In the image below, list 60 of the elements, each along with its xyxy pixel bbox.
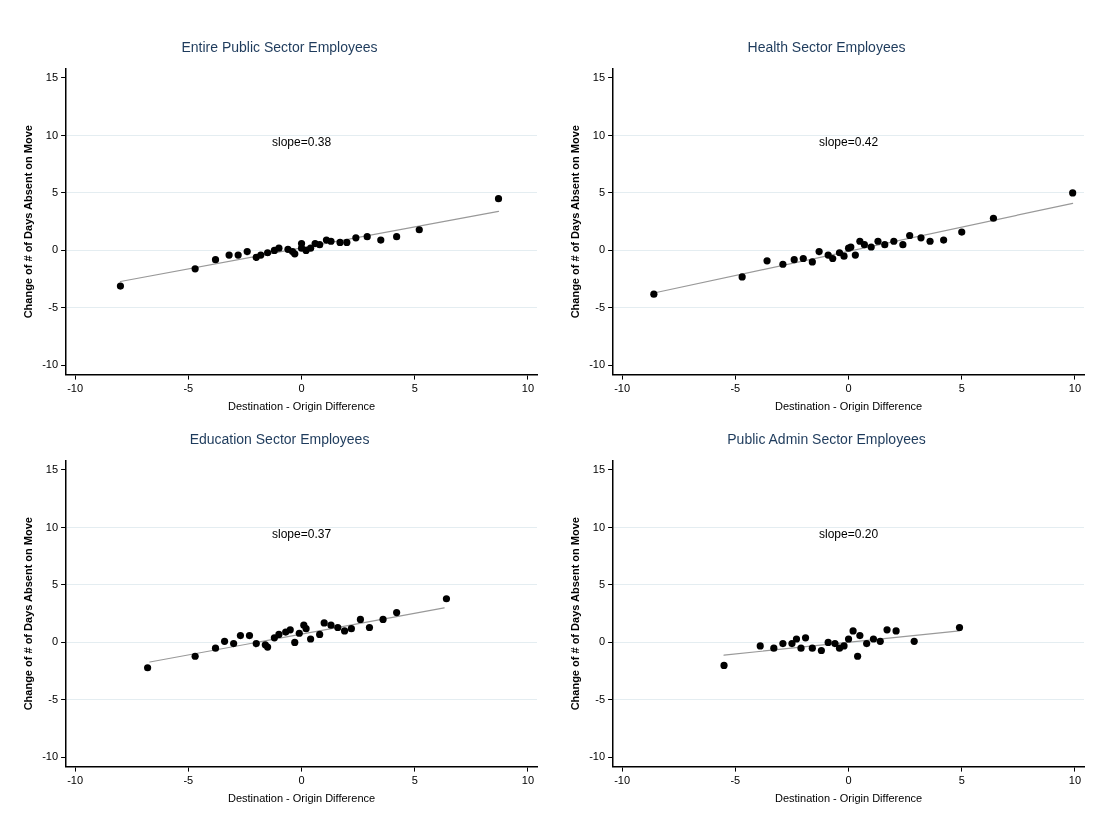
y-tick-label: 0 bbox=[51, 243, 59, 256]
x-tick-label: -10 bbox=[67, 774, 84, 787]
annotation: slope=0.38 bbox=[272, 134, 332, 149]
y-tick-label: -5 bbox=[595, 692, 606, 705]
x-tick-label: 0 bbox=[298, 382, 305, 395]
annotation: slope=0.20 bbox=[819, 526, 879, 541]
y-tick-label: -10 bbox=[42, 358, 59, 371]
x-tick-label: 0 bbox=[845, 382, 852, 395]
x-axis-title: Destination - Origin Difference bbox=[774, 400, 923, 413]
y-tick-label: 0 bbox=[598, 243, 606, 256]
y-tick-label: 5 bbox=[51, 577, 59, 590]
y-tick-label: -5 bbox=[595, 300, 606, 313]
y-tick-label: 5 bbox=[51, 185, 59, 198]
x-tick-label: 0 bbox=[845, 774, 852, 787]
y-tick-label: -10 bbox=[589, 358, 606, 371]
x-tick-label: -10 bbox=[614, 382, 631, 395]
y-tick-label: 0 bbox=[598, 635, 606, 648]
annotation: slope=0.42 bbox=[819, 134, 879, 149]
x-tick-label: 5 bbox=[958, 382, 965, 395]
y-tick-label: 10 bbox=[592, 128, 606, 141]
chart-title: Health Sector Employees bbox=[747, 39, 906, 56]
y-tick-label: 5 bbox=[598, 577, 606, 590]
x-tick-label: 0 bbox=[298, 774, 305, 787]
y-tick-label: 15 bbox=[45, 71, 59, 84]
x-tick-label: 5 bbox=[958, 774, 965, 787]
y-tick-label: -5 bbox=[48, 692, 59, 705]
y-axis-title: Change of # of Days Absent on Move bbox=[21, 517, 34, 711]
y-tick-label: 10 bbox=[45, 128, 59, 141]
x-tick-label: 10 bbox=[521, 382, 535, 395]
x-axis-title: Destination - Origin Difference bbox=[227, 400, 376, 413]
x-tick-label: -10 bbox=[614, 774, 631, 787]
x-tick-label: 5 bbox=[411, 774, 418, 787]
y-tick-label: -10 bbox=[589, 750, 606, 763]
x-axis-title: Destination - Origin Difference bbox=[227, 792, 376, 805]
x-tick-label: 10 bbox=[1068, 774, 1082, 787]
y-axis-title: Change of # of Days Absent on Move bbox=[568, 125, 581, 319]
y-tick-label: -5 bbox=[48, 300, 59, 313]
x-tick-label: 10 bbox=[521, 774, 535, 787]
y-tick-label: 15 bbox=[592, 463, 606, 476]
y-tick-label: 10 bbox=[45, 520, 59, 533]
x-tick-label: -5 bbox=[730, 774, 741, 787]
y-tick-label: -10 bbox=[42, 750, 59, 763]
y-tick-label: 10 bbox=[592, 520, 606, 533]
x-tick-label: -5 bbox=[183, 774, 194, 787]
y-tick-label: 0 bbox=[51, 635, 59, 648]
x-tick-label: -5 bbox=[183, 382, 194, 395]
x-tick-label: 5 bbox=[411, 382, 418, 395]
x-tick-label: -10 bbox=[67, 382, 84, 395]
x-tick-label: -5 bbox=[730, 382, 741, 395]
chart-title: Public Admin Sector Employees bbox=[727, 431, 926, 448]
x-tick-label: 10 bbox=[1068, 382, 1082, 395]
y-tick-label: 15 bbox=[592, 71, 606, 84]
y-axis-title: Change of # of Days Absent on Move bbox=[568, 517, 581, 711]
y-tick-label: 15 bbox=[45, 463, 59, 476]
chart-title: Education Sector Employees bbox=[189, 431, 370, 448]
chart-title: Entire Public Sector Employees bbox=[181, 39, 378, 56]
annotation: slope=0.37 bbox=[272, 526, 332, 541]
y-axis-title: Change of # of Days Absent on Move bbox=[21, 125, 34, 319]
y-tick-label: 5 bbox=[598, 185, 606, 198]
x-axis-title: Destination - Origin Difference bbox=[774, 792, 923, 805]
